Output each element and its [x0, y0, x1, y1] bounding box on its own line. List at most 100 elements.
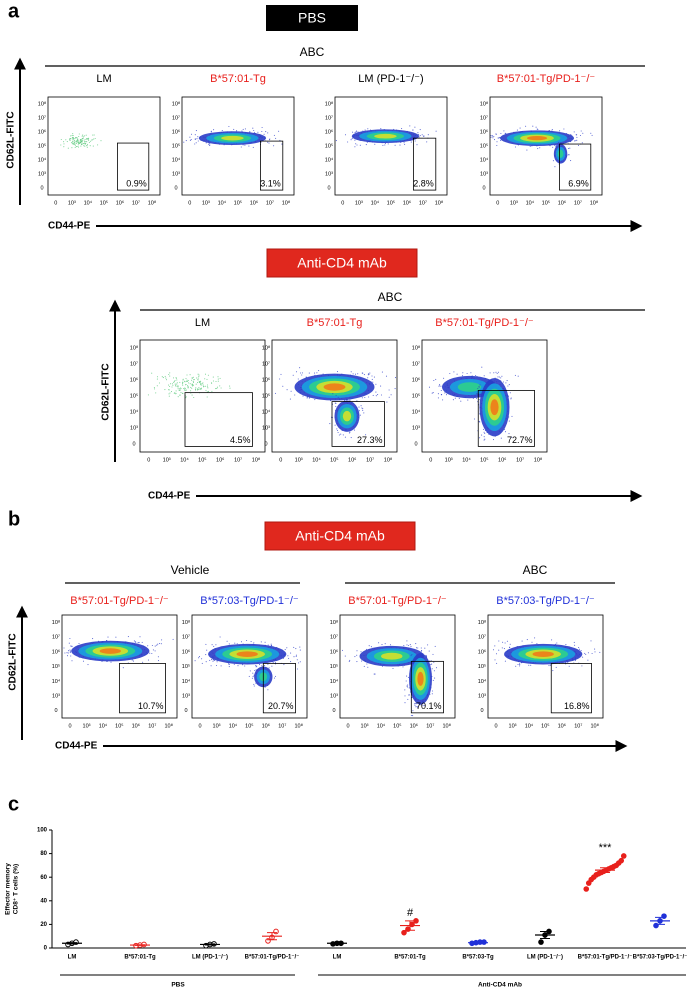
event-dot [290, 390, 292, 392]
event-dot [236, 130, 238, 132]
event-dot [357, 373, 359, 375]
gate-percent: 6.9% [568, 178, 589, 188]
event-dot [156, 376, 159, 378]
group-label: Anti-CD4 mAb [478, 982, 522, 989]
event-dot [382, 144, 384, 146]
y-tick-label: 10³ [172, 172, 180, 178]
event-dot [261, 130, 263, 133]
event-dot [265, 131, 267, 133]
flow-plot [61, 614, 178, 719]
event-dot [567, 154, 569, 156]
event-dot [297, 378, 299, 380]
event-dot [60, 144, 62, 146]
y-tick-label: 0 [327, 186, 330, 192]
event-dot [210, 130, 212, 132]
error-bar [405, 920, 415, 931]
event-dot [358, 410, 361, 412]
event-dot [433, 661, 435, 663]
event-dot [559, 130, 561, 132]
event-dot [78, 142, 80, 145]
event-dot [412, 710, 414, 712]
event-dot [160, 643, 162, 645]
x-tick-label: B*57:03-Tg/PD-1⁻/⁻ [633, 955, 688, 961]
event-dot [354, 139, 356, 141]
flow-plot [487, 614, 604, 719]
y-tick-label: 20 [40, 922, 47, 928]
event-dot [202, 384, 204, 386]
event-dot [509, 392, 511, 394]
data-point [538, 939, 544, 945]
event-dot [526, 149, 528, 151]
event-dot [417, 647, 419, 649]
error-bar [473, 941, 483, 944]
y-tick-label: 10⁴ [130, 409, 139, 416]
event-dot [529, 145, 531, 148]
event-dot [68, 642, 70, 644]
x-tick-label: 0 [429, 457, 432, 463]
event-dot [165, 379, 168, 381]
y-tick-label: 10⁶ [182, 648, 190, 655]
event-dot [330, 400, 332, 402]
event-dot [78, 133, 80, 135]
event-dot [206, 386, 208, 388]
event-dot [481, 434, 483, 436]
treatment-box [264, 521, 416, 551]
event-dot [578, 648, 581, 650]
event-dot [299, 661, 301, 663]
event-dot [197, 377, 199, 379]
x-tick-label: 10⁴ [377, 722, 386, 729]
y-tick-label: 10⁵ [330, 663, 338, 670]
event-dot [580, 130, 582, 132]
y-tick-label: 0 [264, 442, 267, 448]
event-dot [60, 138, 62, 141]
y-tick-label: 10⁷ [52, 634, 60, 641]
event-dot [139, 636, 141, 638]
event-dot [350, 139, 352, 141]
event-dot [237, 665, 239, 667]
event-dot [169, 375, 171, 377]
event-dot [355, 131, 357, 133]
event-dot [335, 394, 337, 396]
treatment-box [266, 248, 418, 278]
error-bar [540, 930, 550, 940]
event-dot [81, 135, 83, 137]
event-dot [431, 392, 433, 394]
event-dot [418, 133, 420, 136]
y-tick-label: 10⁶ [52, 648, 60, 655]
event-dot [519, 663, 521, 665]
event-dot [435, 378, 437, 380]
significance: *** [599, 842, 613, 854]
flow-plot [139, 339, 266, 453]
event-dot [343, 399, 345, 401]
event-dot [195, 383, 197, 385]
event-dot [504, 660, 506, 662]
gate [119, 663, 166, 714]
event-dot [194, 138, 196, 140]
event-dot [433, 670, 435, 672]
event-dot [208, 144, 211, 146]
event-dot [350, 371, 352, 373]
event-dot [498, 649, 500, 651]
event-dot [532, 125, 534, 127]
event-dot [219, 385, 221, 387]
event-dot [175, 384, 177, 386]
event-dot [198, 374, 200, 376]
event-dot [248, 145, 250, 147]
event-dot [274, 675, 277, 677]
event-dot [493, 139, 496, 141]
event-dot [373, 376, 375, 378]
y-tick-label: 0 [54, 708, 57, 714]
event-dot [233, 663, 235, 665]
event-dot [497, 376, 499, 378]
event-dot [337, 431, 339, 434]
event-dot [421, 650, 423, 652]
event-dot [169, 372, 171, 374]
event-dot [366, 663, 368, 665]
event-dot [296, 659, 298, 661]
event-dot [179, 394, 181, 396]
event-dot [208, 143, 210, 145]
event-dot [86, 141, 88, 143]
event-dot [380, 385, 382, 387]
event-dot [431, 693, 433, 695]
plot-frame [334, 96, 448, 196]
